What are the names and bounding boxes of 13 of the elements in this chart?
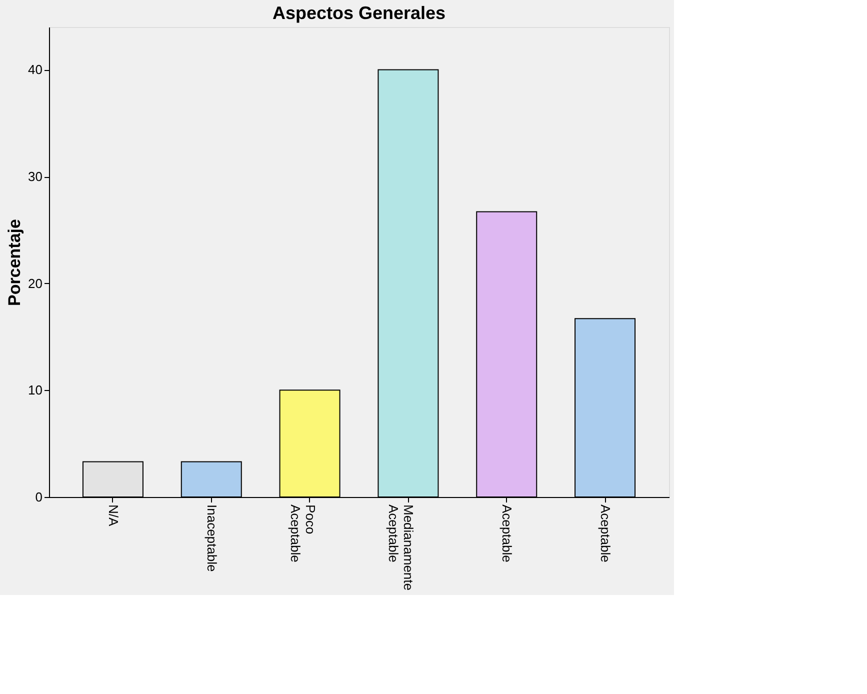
y-tick-label: 30 — [28, 169, 42, 184]
y-tick-label: 10 — [28, 382, 42, 398]
x-tick-label: Poco Aceptable — [288, 504, 318, 562]
y-tick-label: 40 — [28, 62, 42, 78]
x-tick-label: Aceptable — [500, 504, 515, 562]
y-tick-label: 0 — [35, 490, 42, 504]
y-axis-title: Porcentaje — [5, 219, 24, 306]
x-tick-label: Aceptable — [598, 504, 614, 562]
y-tick-label: 20 — [28, 276, 42, 291]
x-tick-label: N/A — [106, 504, 121, 526]
x-tick-label: Inaceptable — [204, 504, 220, 572]
x-tick-label: Medianamente Aceptable — [386, 504, 416, 590]
chart-title: Aspectos Generales — [272, 3, 446, 23]
